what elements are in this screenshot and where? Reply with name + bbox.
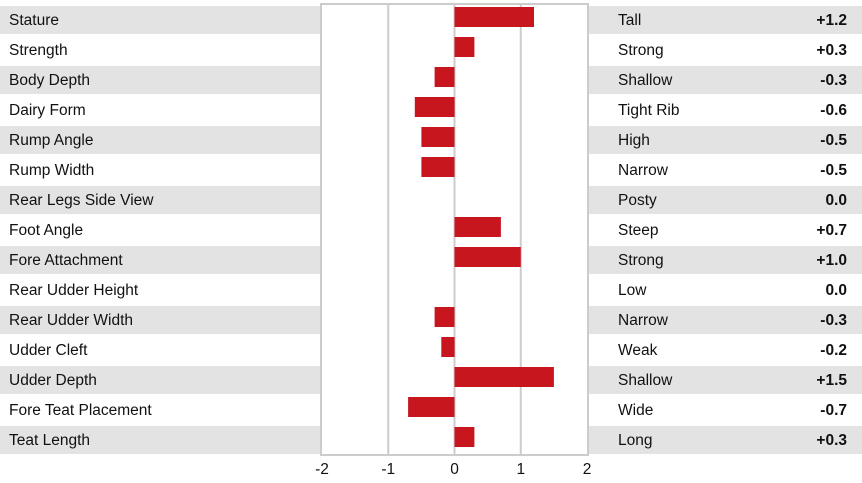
category-label: Rump Width xyxy=(9,162,94,179)
descriptor-label: Long xyxy=(618,432,652,449)
bar xyxy=(454,247,521,267)
category-label: Rear Legs Side View xyxy=(9,192,154,209)
row-band-right xyxy=(588,126,862,154)
bar xyxy=(454,367,554,387)
category-label: Fore Teat Placement xyxy=(9,402,152,419)
plot-frame xyxy=(320,3,589,456)
descriptor-label: Wide xyxy=(618,402,653,419)
category-label: Udder Cleft xyxy=(9,342,88,359)
row-band-right xyxy=(588,246,862,274)
category-label: Stature xyxy=(9,12,59,29)
bar xyxy=(434,307,455,327)
row-band-right xyxy=(588,426,862,454)
descriptor-label: Shallow xyxy=(618,72,673,89)
row-band-left xyxy=(0,246,321,274)
category-label: Rump Angle xyxy=(9,132,93,149)
x-tick-label: 2 xyxy=(583,461,592,478)
bars xyxy=(408,7,554,447)
bar xyxy=(454,427,475,447)
descriptor-label: Low xyxy=(618,282,647,299)
row-band-right xyxy=(588,6,862,34)
category-label: Body Depth xyxy=(9,72,90,89)
value-label: +1.5 xyxy=(816,372,847,389)
bar xyxy=(421,157,455,177)
bar xyxy=(454,7,534,27)
row-band-left xyxy=(0,366,321,394)
row-band-left xyxy=(0,186,321,214)
bar xyxy=(408,397,455,417)
value-label: -0.6 xyxy=(820,102,847,119)
value-label: 0.0 xyxy=(825,282,847,299)
category-label: Strength xyxy=(9,42,68,59)
bar xyxy=(414,97,455,117)
category-label: Teat Length xyxy=(9,432,90,449)
category-label: Dairy Form xyxy=(9,102,86,119)
bar xyxy=(421,127,455,147)
descriptor-label: Strong xyxy=(618,42,664,59)
category-label: Udder Depth xyxy=(9,372,97,389)
row-band-left xyxy=(0,66,321,94)
value-label: +0.3 xyxy=(816,432,847,449)
row-band-right xyxy=(588,366,862,394)
row-band-left xyxy=(0,426,321,454)
value-label: +0.7 xyxy=(816,222,847,239)
row-band-right xyxy=(588,306,862,334)
row-bands xyxy=(0,6,862,454)
category-label: Foot Angle xyxy=(9,222,83,239)
descriptor-label: Strong xyxy=(618,252,664,269)
descriptor-label: Weak xyxy=(618,342,658,359)
descriptor-label: Steep xyxy=(618,222,659,239)
value-label: -0.5 xyxy=(820,132,847,149)
bar xyxy=(454,37,475,57)
value-label: -0.5 xyxy=(820,162,847,179)
descriptor-label: High xyxy=(618,132,650,149)
x-tick-label: 0 xyxy=(450,461,459,478)
row-band-right xyxy=(588,186,862,214)
row-band-left xyxy=(0,126,321,154)
descriptor-label: Shallow xyxy=(618,372,673,389)
value-label: 0.0 xyxy=(825,192,847,209)
value-label: +0.3 xyxy=(816,42,847,59)
x-tick-label: 1 xyxy=(516,461,525,478)
descriptor-label: Tight Rib xyxy=(618,102,679,119)
row-band-right xyxy=(588,66,862,94)
category-label: Fore Attachment xyxy=(9,252,123,269)
x-tick-label: -2 xyxy=(315,461,329,478)
x-axis-ticks: -2 -1 0 1 2 xyxy=(315,461,591,478)
value-label: +1.0 xyxy=(816,252,847,269)
category-label: Rear Udder Width xyxy=(9,312,133,329)
bar xyxy=(454,217,501,237)
descriptor-label: Posty xyxy=(618,192,657,209)
value-label: -0.3 xyxy=(820,312,847,329)
row-band-left xyxy=(0,306,321,334)
value-label: -0.7 xyxy=(820,402,847,419)
category-label: Rear Udder Height xyxy=(9,282,139,299)
bar xyxy=(441,337,455,357)
row-labels: Stature Tall +1.2 Strength Strong +0.3 Body De… xyxy=(9,12,847,449)
x-tick-label: -1 xyxy=(381,461,395,478)
descriptor-label: Tall xyxy=(618,12,641,29)
descriptor-label: Narrow xyxy=(618,312,669,329)
descriptor-label: Narrow xyxy=(618,162,669,179)
bar xyxy=(434,67,455,87)
value-label: +1.2 xyxy=(816,12,847,29)
value-label: -0.3 xyxy=(820,72,847,89)
row-band-left xyxy=(0,6,321,34)
value-label: -0.2 xyxy=(820,342,847,359)
